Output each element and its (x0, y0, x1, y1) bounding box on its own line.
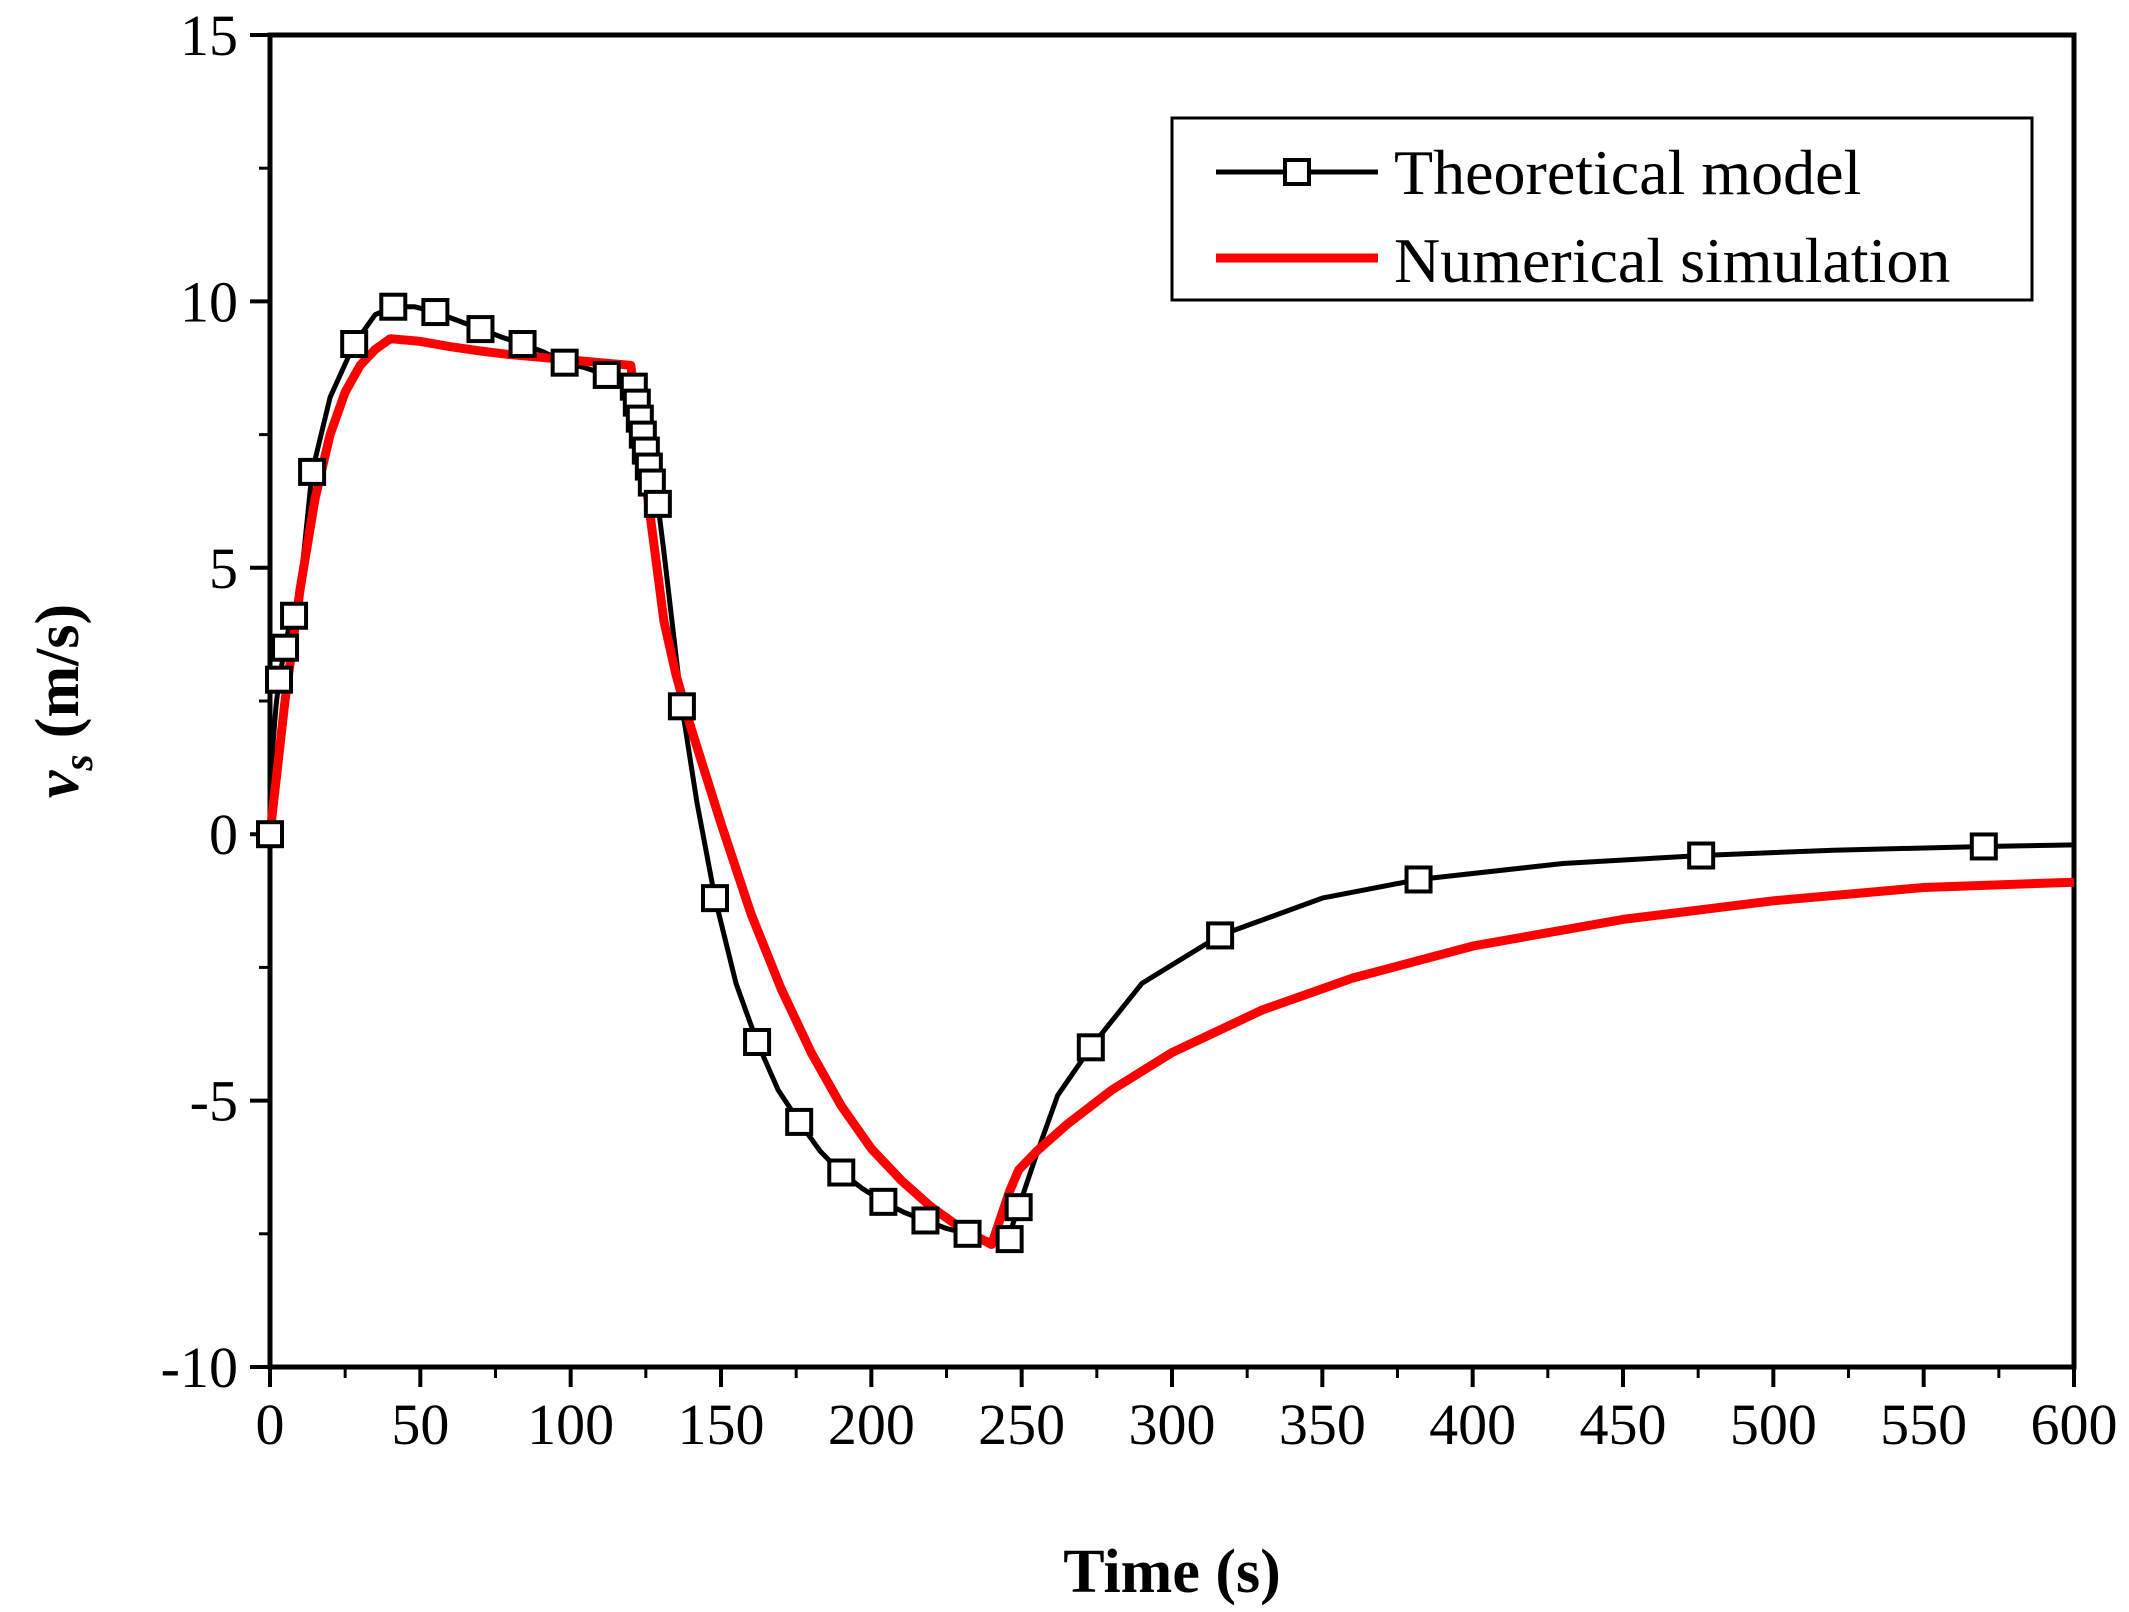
x-tick-label: 50 (391, 1392, 449, 1457)
y-tick-label: -10 (161, 1335, 238, 1400)
data-point-theoretical (1687, 841, 1716, 870)
x-tick-label: 250 (978, 1392, 1065, 1457)
x-tick-label: 200 (828, 1392, 915, 1457)
x-tick-label: 400 (1429, 1392, 1516, 1457)
data-point-theoretical (466, 315, 495, 344)
y-axis-title: vs (m/s) (24, 604, 102, 798)
x-tick-label: 100 (527, 1392, 614, 1457)
data-point-theoretical (700, 884, 729, 913)
data-point-theoretical (1076, 1033, 1105, 1062)
y-axis-subscript: s (56, 754, 102, 771)
legend-label-theoretical: Theoretical model (1394, 137, 1861, 208)
x-tick-label: 600 (2031, 1392, 2118, 1457)
series-line-theoretical (267, 304, 2075, 1243)
data-point-theoretical (340, 330, 369, 359)
data-point-theoretical (271, 633, 300, 662)
data-point-theoretical (265, 665, 294, 694)
y-axis-symbol: v (24, 769, 92, 798)
x-tick-label: 450 (1580, 1392, 1667, 1457)
data-point-theoretical (256, 820, 284, 849)
data-point-theoretical (508, 330, 537, 359)
y-tick-label: 10 (180, 269, 238, 334)
data-point-theoretical (911, 1206, 940, 1235)
legend-marker-theoretical (1283, 158, 1311, 186)
data-point-theoretical (1404, 865, 1433, 894)
data-point-theoretical (592, 360, 621, 389)
y-tick-label: 15 (180, 3, 238, 68)
data-point-theoretical (995, 1225, 1024, 1254)
legend: Theoretical model Numerical simulation (1170, 116, 2034, 302)
data-point-theoretical (743, 1027, 772, 1056)
series-layer (256, 292, 2075, 1254)
data-point-theoretical (280, 601, 309, 630)
data-point-theoretical (785, 1107, 814, 1136)
axis-tick-labels: 0 50 100 150 200 250 300 350 400 450 500 550 600-10-… (161, 3, 2118, 1457)
data-point-theoretical (298, 457, 327, 486)
y-tick-label: -5 (190, 1069, 238, 1134)
data-point-theoretical (827, 1158, 856, 1187)
x-tick-label: 500 (1730, 1392, 1817, 1457)
data-point-theoretical (550, 348, 579, 377)
series-line-numerical (265, 334, 2075, 1249)
data-point-theoretical (1206, 921, 1235, 950)
x-tick-label: 550 (1880, 1392, 1967, 1457)
data-point-theoretical (869, 1187, 898, 1216)
y-tick-label: 5 (209, 536, 238, 601)
legend-box (1170, 116, 2034, 302)
axis-ticks (250, 33, 2076, 1387)
x-tick-label: 300 (1129, 1392, 1216, 1457)
x-axis-title: Time (s) (1063, 1538, 1281, 1606)
data-point-theoretical (379, 292, 408, 321)
legend-label-numerical: Numerical simulation (1394, 225, 1950, 296)
y-tick-label: 0 (209, 802, 238, 867)
data-point-theoretical (1004, 1193, 1033, 1222)
data-point-theoretical (953, 1219, 982, 1248)
y-axis-unit: (m/s) (24, 604, 92, 738)
data-point-theoretical (1969, 832, 1998, 861)
data-point-theoretical (667, 692, 696, 721)
data-point-theoretical (643, 489, 672, 518)
svg-text:vs(m/s): vs (m/s) (24, 604, 102, 798)
x-tick-label: 350 (1279, 1392, 1366, 1457)
x-tick-label: 150 (678, 1392, 765, 1457)
x-tick-label: 0 (256, 1392, 285, 1457)
data-point-theoretical (421, 298, 450, 327)
